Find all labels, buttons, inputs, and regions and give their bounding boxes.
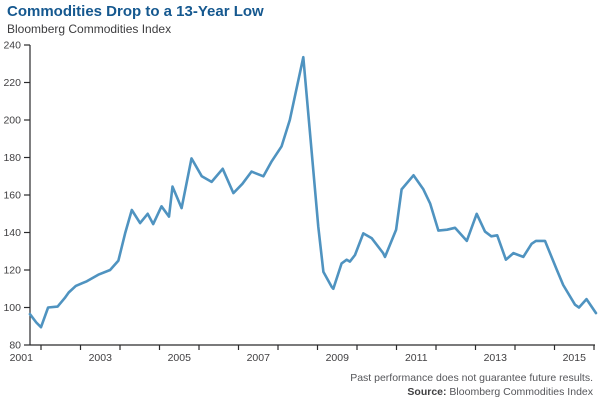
y-tick-label: 100 [3,302,21,314]
source-line: Source: Bloomberg Commodities Index [350,385,593,399]
x-tick-label: 2005 [168,352,192,364]
source-text: Bloomberg Commodities Index [446,386,593,398]
chart-header: Commodities Drop to a 13-Year Low Bloomb… [7,3,264,36]
x-tick-label: 2009 [326,352,350,364]
y-tick-label: 140 [3,227,21,239]
y-tick-label: 240 [3,40,21,52]
y-tick-label: 180 [3,152,21,164]
y-tick-label: 80 [9,340,21,352]
y-tick-label: 160 [3,190,21,202]
chart-footer: Past performance does not guarantee futu… [350,371,593,399]
x-tick-label: 2001 [10,352,34,364]
x-tick-label: 2015 [563,352,587,364]
y-tick-label: 220 [3,77,21,89]
source-label: Source: [407,386,447,398]
x-tick-label: 2013 [484,352,508,364]
x-tick-label: 2011 [405,352,428,364]
x-tick-label: 2003 [89,352,113,364]
disclaimer-text: Past performance does not guarantee futu… [350,372,593,384]
chart-title: Commodities Drop to a 13-Year Low [7,3,264,20]
y-tick-label: 120 [3,265,21,277]
index-line [28,55,598,329]
y-tick-label: 200 [3,115,21,127]
x-tick-label: 2007 [247,352,271,364]
chart-subtitle: Bloomberg Commodities Index [7,22,172,36]
